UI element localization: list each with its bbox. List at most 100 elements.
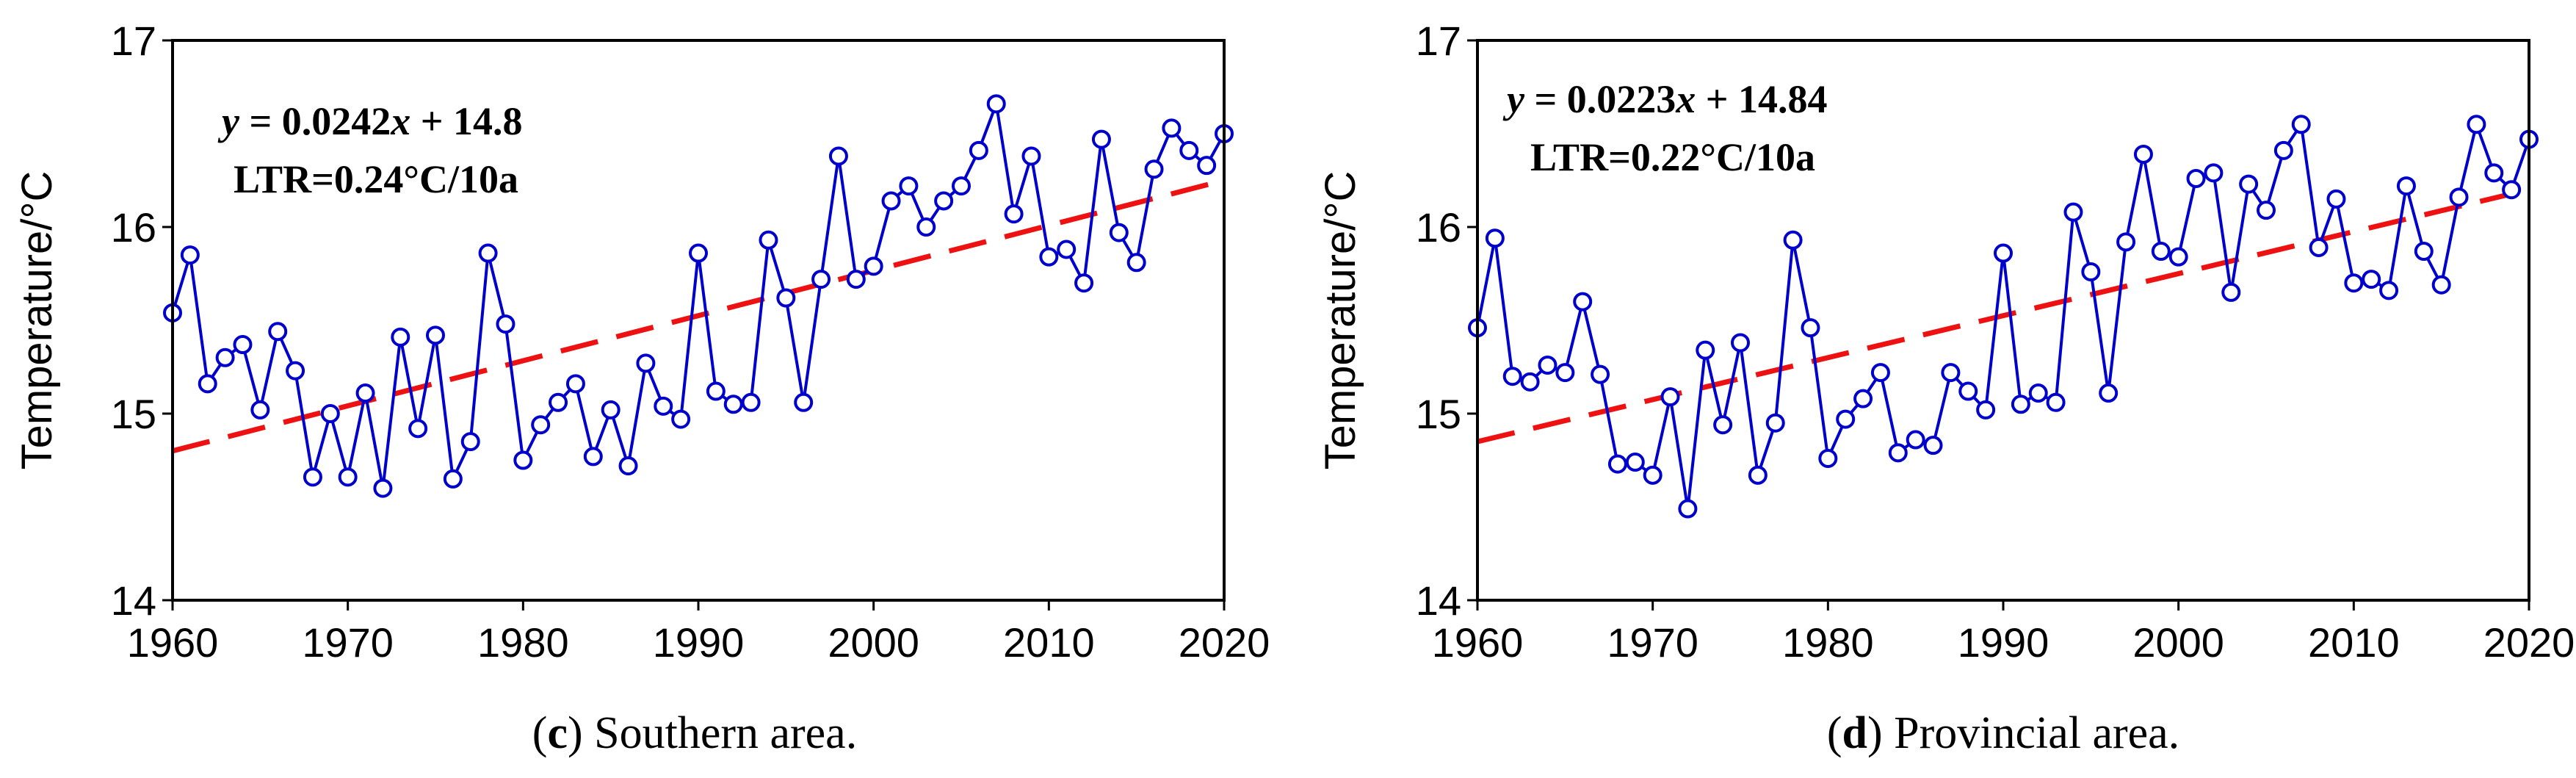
panel-d-data-point: [1643, 465, 1663, 485]
panel-c-data-point: [408, 419, 428, 439]
panel-c-equation: y = 0.0242x + 14.8: [217, 99, 523, 143]
panel-c-data-point: [846, 270, 866, 289]
panel-c: 1960 1970 1980 1990 2000 2010 2020 14 15 16 17 Tem…: [13, 18, 1270, 758]
panel-d-data-point: [2362, 270, 2381, 289]
panel-d-data-point: [2239, 174, 2259, 194]
panel-c-data-point: [601, 400, 621, 419]
panel-c-data-point: [1144, 159, 1164, 179]
panel-d-x-tick-label: 2000: [2132, 619, 2224, 666]
panel-d-data-point: [2186, 168, 2206, 188]
panel-d-data-point: [1941, 363, 1961, 383]
panel-d-data-point: [1731, 333, 1750, 353]
panel-d-trend-line: [1477, 187, 2530, 444]
panel-c-data-point: [250, 400, 270, 419]
panel-c-data-point: [671, 409, 691, 429]
panel-c-x-tick-label: 2020: [1179, 619, 1270, 666]
panel-c-data-point: [565, 374, 585, 394]
panel-c-data-point: [443, 469, 463, 489]
panel-d-data-point: [2396, 176, 2416, 196]
panel-d-data-point: [2204, 163, 2224, 183]
panel-c-data-point: [513, 450, 533, 470]
panel-d-x-tick-label: 1980: [1782, 619, 1874, 666]
panel-c-data-point: [759, 230, 778, 250]
panel-c-data-point: [741, 392, 761, 412]
panel-c-data-point: [303, 467, 322, 487]
panel-d-data-point: [2099, 383, 2119, 403]
panel-d-data-point: [1678, 499, 1698, 519]
panel-d-data-point: [1538, 355, 1557, 375]
panel-d-data-point: [2467, 115, 2486, 134]
panel-c-data-point: [198, 374, 217, 394]
panel-d-x-tick-label: 1960: [1432, 619, 1524, 666]
panel-c-data-point: [1074, 273, 1094, 293]
panel-c-data-point: [215, 347, 235, 367]
panel-c-data-point: [373, 478, 393, 498]
panel-d-data-point: [2431, 275, 2451, 295]
panel-d-data-point: [1923, 436, 1943, 455]
panel-c-y-tick-label: 17: [111, 18, 156, 64]
panel-c-data-point: [531, 415, 551, 435]
panel-d-trend-layer: [1477, 187, 2530, 444]
panel-d-data-point: [2414, 242, 2434, 262]
panel-d-x-tick-label: 1970: [1607, 619, 1698, 666]
panel-c-data-point: [811, 270, 831, 289]
panel-d-x-tick-label: 1990: [1958, 619, 2049, 666]
panel-d-data-point: [1485, 228, 1505, 248]
panel-c-data-point: [1197, 156, 1217, 176]
panel-c-data-point: [618, 456, 638, 476]
panel-c-data-point: [460, 432, 480, 452]
panel-c-data-point: [723, 395, 743, 414]
panel-c-data-point: [706, 381, 726, 401]
panel-c-data-point: [986, 94, 1006, 114]
panel-d-y-tick-label: 17: [1416, 18, 1461, 64]
panel-c-data-point: [934, 191, 954, 211]
panel-d-data-point: [1870, 363, 1890, 383]
panel-c-y-tick-label: 14: [111, 577, 156, 624]
panel-d-data-point: [2484, 163, 2504, 183]
panel-c-x-tick-label: 1980: [477, 619, 569, 666]
panel-c-y-tick-label: 16: [111, 204, 156, 251]
panel-c-data-point: [899, 176, 919, 196]
panel-d-data-point: [1573, 292, 1593, 311]
panel-d-ticks: 1960 1970 1980 1990 2000 2010 2020 14 15 16 17: [1416, 18, 2575, 666]
panel-d-data-point: [1836, 409, 1856, 429]
panel-c-data-point: [689, 243, 708, 263]
panel-c-data-point: [268, 322, 288, 342]
panel-d-x-tick-label: 2020: [2483, 619, 2575, 666]
panel-d-data-point: [2151, 242, 2171, 262]
panel-d-data-point: [1906, 430, 1925, 450]
panel-d-data-point: [1765, 413, 1785, 433]
panel-c-x-tick-label: 2010: [1003, 619, 1095, 666]
panel-d-data-point: [1958, 381, 1978, 401]
panel-c-data-point: [355, 383, 375, 403]
panel-c-data-point: [1039, 247, 1059, 267]
panel-c-x-tick-label: 2000: [828, 619, 919, 666]
panel-d-data-point: [1520, 372, 1540, 392]
panel-d-data-point: [2063, 202, 2083, 222]
panel-d: 1960 1970 1980 1990 2000 2010 2020 14 15 16 17 Tem…: [1317, 18, 2575, 758]
panel-d-data-point: [2133, 144, 2153, 164]
panel-c-data-point: [1021, 146, 1041, 166]
panel-c-data-point: [549, 392, 568, 412]
panel-d-data-point: [1976, 400, 1996, 419]
panel-c-x-tick-label: 1960: [127, 619, 219, 666]
panel-c-data-point: [180, 245, 200, 265]
panel-d-x-tick-label: 2010: [2308, 619, 2400, 666]
panel-d-data-point: [2116, 232, 2136, 252]
panel-d-data-point: [1801, 318, 1820, 338]
panel-d-data-point: [2046, 392, 2066, 412]
panel-d-data-point: [1713, 415, 1733, 435]
panel-c-data-point: [1004, 204, 1024, 224]
panel-d-data-point: [2502, 180, 2522, 200]
panel-d-data-point: [2221, 282, 2241, 302]
panel-c-x-tick-label: 1990: [653, 619, 745, 666]
panel-c-trend-line: [172, 178, 1225, 454]
panel-c-data-point: [583, 447, 603, 467]
panel-c-data-point: [864, 256, 883, 276]
panel-d-y-tick-label: 15: [1416, 391, 1461, 437]
panel-d-ltr: LTR=0.22°C/10a: [1530, 135, 1815, 179]
panel-c-data-point: [828, 146, 848, 166]
panel-c-y-tick-label: 15: [111, 391, 156, 437]
panel-c-data-point: [952, 176, 971, 196]
